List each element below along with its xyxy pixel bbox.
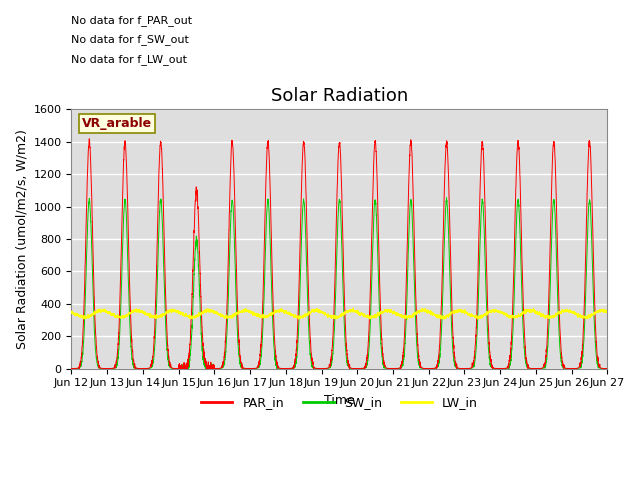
Text: No data for f_PAR_out: No data for f_PAR_out (72, 15, 193, 26)
Text: No data for f_LW_out: No data for f_LW_out (72, 54, 188, 65)
Legend: PAR_in, SW_in, LW_in: PAR_in, SW_in, LW_in (196, 391, 483, 414)
Text: VR_arable: VR_arable (82, 117, 152, 130)
Title: Solar Radiation: Solar Radiation (271, 87, 408, 105)
Y-axis label: Solar Radiation (umol/m2/s, W/m2): Solar Radiation (umol/m2/s, W/m2) (15, 129, 28, 349)
X-axis label: Time: Time (324, 394, 355, 407)
Text: No data for f_SW_out: No data for f_SW_out (72, 35, 189, 45)
